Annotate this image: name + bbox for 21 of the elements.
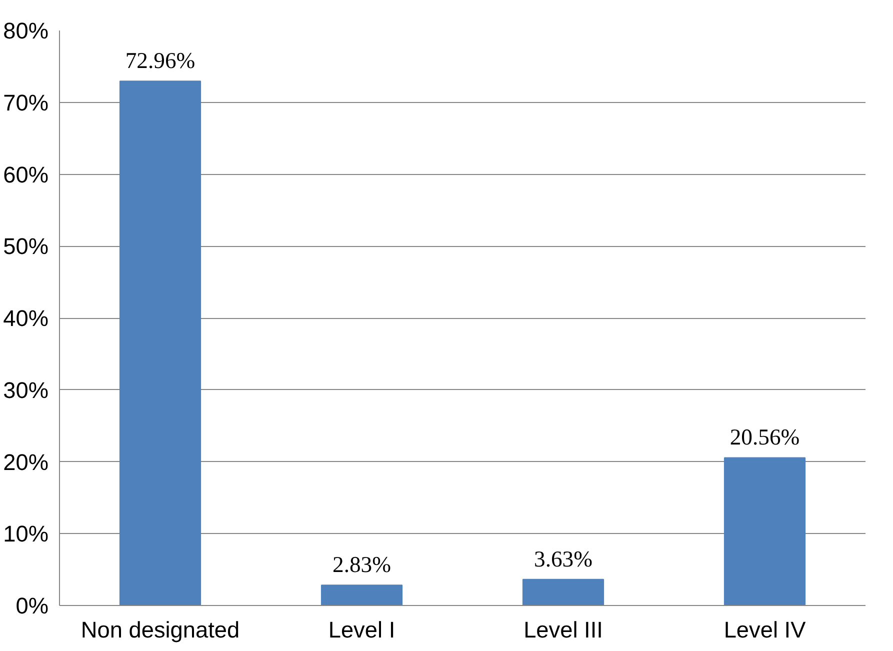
data-label: 72.96%	[125, 48, 196, 74]
bar	[119, 80, 202, 606]
x-tick-label: Level III	[524, 616, 603, 642]
y-tick-label: 50%	[3, 233, 49, 260]
bar	[320, 584, 403, 606]
x-tick-label: Level IV	[724, 616, 807, 642]
y-tick-label: 60%	[3, 161, 49, 188]
y-tick-label: 10%	[3, 520, 49, 547]
data-label: 2.83%	[332, 552, 392, 578]
y-tick-label: 80%	[3, 18, 49, 44]
y-tick-label: 30%	[3, 376, 49, 403]
y-tick-label: 40%	[3, 305, 49, 331]
data-label: 20.56%	[730, 424, 800, 450]
x-tick-label: Level I	[328, 616, 396, 642]
y-tick-label: 0%	[16, 592, 49, 618]
x-tick-label: Non designated	[80, 616, 240, 642]
y-tick-label: 70%	[3, 89, 49, 116]
bar	[522, 578, 604, 606]
bar	[724, 457, 806, 606]
y-tick-label: 20%	[3, 448, 49, 475]
data-label: 3.63%	[534, 546, 593, 572]
